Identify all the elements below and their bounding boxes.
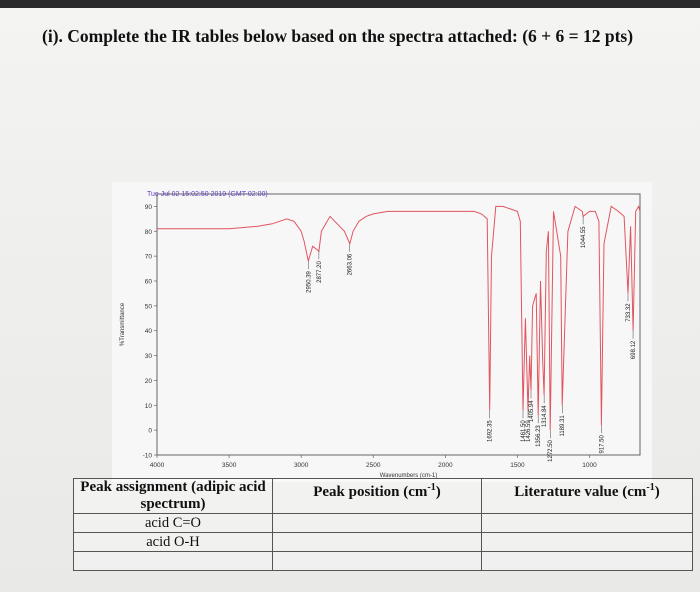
question-heading: (i). Complete the IR tables below based … xyxy=(42,26,634,46)
table-row: acid C=O xyxy=(73,513,693,533)
peak-label: 1692.35 xyxy=(488,420,494,442)
x-axis-label: Wavenumbers (cm-1) xyxy=(380,473,437,479)
y-tick-label: 60 xyxy=(145,279,153,286)
header-peak-assignment: Peak assignment (adipic acid spectrum) xyxy=(73,478,273,514)
y-tick-label: 70 xyxy=(145,254,153,261)
peak-label: 1461.50 xyxy=(521,420,527,442)
table-header-row: Peak assignment (adipic acid spectrum) P… xyxy=(73,478,693,514)
cell-assignment xyxy=(73,551,273,571)
chart-header-text: Tue Jul 02 15:02:50 2019 (GMT-02:00) xyxy=(147,191,268,198)
y-tick-label: -10 xyxy=(143,453,153,460)
x-tick-label: 1000 xyxy=(582,462,597,469)
cell-assignment: acid C=O xyxy=(73,513,273,533)
cell-literature[interactable] xyxy=(481,551,693,571)
y-tick-label: 40 xyxy=(145,328,153,335)
table-row xyxy=(73,551,693,571)
peak-label: 1356.23 xyxy=(536,425,542,447)
peak-label: 698.12 xyxy=(631,340,637,359)
x-tick-label: 2000 xyxy=(438,462,453,469)
peak-label: 2950.39 xyxy=(306,270,312,292)
y-tick-label: 10 xyxy=(145,403,153,410)
table-row: acid O-H xyxy=(73,532,693,552)
ir-spectrum-chart: Tue Jul 02 15:02:50 2019 (GMT-02:00) 90 80… xyxy=(112,182,652,482)
peak-label: 1272.50 xyxy=(548,439,554,461)
y-tick-label: 90 xyxy=(145,204,153,211)
cell-literature[interactable] xyxy=(481,532,693,552)
peak-label: 1189.31 xyxy=(560,415,566,437)
peak-label: 917.50 xyxy=(599,435,605,454)
y-tick-label: 30 xyxy=(145,353,153,360)
header-literature-value: Literature value (cm-1) xyxy=(481,478,693,514)
ir-table: Peak assignment (adipic acid spectrum) P… xyxy=(73,478,693,571)
cell-position[interactable] xyxy=(272,513,482,533)
peak-label: 1044.55 xyxy=(581,226,587,248)
peak-label: 1314.84 xyxy=(542,405,548,427)
peak-label: 2663.06 xyxy=(348,253,354,275)
plot-frame xyxy=(156,193,641,456)
cell-assignment: acid O-H xyxy=(73,532,273,552)
x-tick-label: 4000 xyxy=(150,462,165,469)
x-tick-label: 1500 xyxy=(510,462,525,469)
x-tick-label: 3000 xyxy=(294,462,309,469)
spectrum-line xyxy=(157,205,641,431)
window-top-bar xyxy=(0,0,700,8)
peak-label: 2877.20 xyxy=(317,261,323,283)
peak-label: 1426.59 xyxy=(526,420,532,442)
cell-literature[interactable] xyxy=(481,513,693,533)
y-tick-label: 0 xyxy=(148,428,152,435)
peak-label: 1405.94 xyxy=(529,400,535,422)
peak-label: 733.32 xyxy=(626,303,632,322)
y-tick-label: 80 xyxy=(145,229,153,236)
header-peak-position: Peak position (cm-1) xyxy=(272,478,482,514)
x-tick-label: 2500 xyxy=(366,462,381,469)
cell-position[interactable] xyxy=(272,532,482,552)
y-tick-label: 50 xyxy=(145,303,153,310)
x-tick-label: 3500 xyxy=(222,462,237,469)
y-axis-label: %Transmittance xyxy=(120,302,126,346)
y-tick-label: 20 xyxy=(145,378,153,385)
cell-position[interactable] xyxy=(272,551,482,571)
chart-background xyxy=(112,182,652,482)
